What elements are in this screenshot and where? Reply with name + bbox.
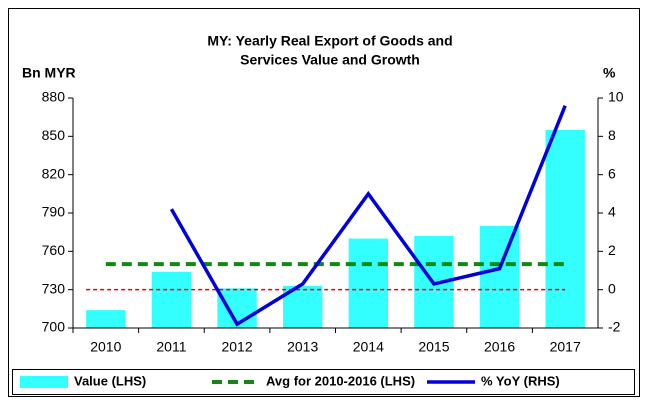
line-series [169, 105, 567, 327]
bar [151, 271, 192, 328]
x-tick-label: 2016 [484, 339, 515, 355]
x-tick-label: 2012 [221, 339, 252, 355]
y2-tick-label: 2 [608, 242, 616, 258]
y2-axis-label: % [603, 65, 616, 81]
legend-label: Value (LHS) [74, 373, 146, 388]
x-tick-label: 2015 [418, 339, 449, 355]
y2-tick-label: 4 [608, 204, 616, 220]
y-tick-label: 820 [42, 165, 66, 181]
bar [86, 310, 126, 328]
y-tick-label: 700 [42, 319, 66, 335]
y-tick-label: 880 [42, 89, 66, 105]
y2-tick-label: 8 [608, 127, 616, 143]
y2-tick-label: 10 [608, 89, 624, 105]
x-tick-label: 2017 [550, 339, 581, 355]
y-tick-label: 850 [42, 127, 66, 143]
bar [479, 225, 520, 328]
x-tick-label: 2010 [90, 339, 121, 355]
chart-title: Services Value and Growth [240, 52, 420, 68]
legend-swatch [20, 376, 68, 388]
x-tick-label: 2011 [156, 339, 186, 355]
y-axis-label: Bn MYR [22, 65, 76, 81]
y-tick-label: 730 [42, 280, 66, 296]
y2-tick-label: 0 [608, 280, 616, 296]
y-tick-label: 790 [42, 204, 66, 220]
legend-label: % YoY (RHS) [481, 373, 560, 388]
bar [545, 129, 585, 328]
x-tick-label: 2013 [287, 339, 318, 355]
chart-border [8, 8, 640, 397]
y2-tick-label: 6 [608, 165, 616, 181]
x-tick-label: 2014 [353, 339, 384, 355]
bar [348, 238, 388, 328]
chart-title: MY: Yearly Real Export of Goods and [207, 33, 452, 49]
legend-box [12, 369, 635, 395]
legend-label: Avg for 2010-2016 (LHS) [266, 373, 415, 388]
y2-tick-label: -2 [608, 319, 621, 335]
y-tick-label: 760 [42, 242, 66, 258]
